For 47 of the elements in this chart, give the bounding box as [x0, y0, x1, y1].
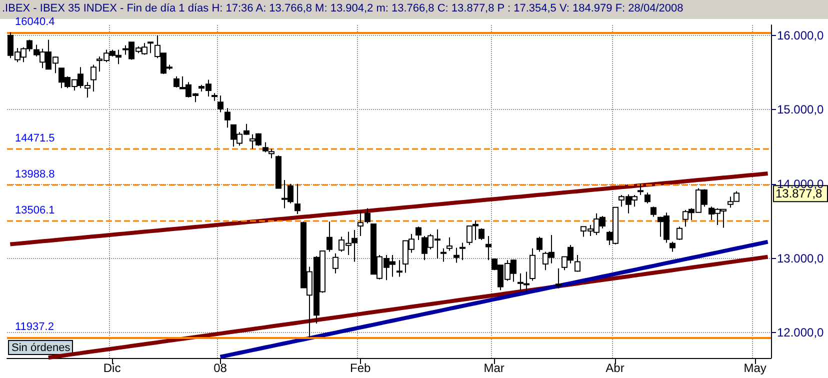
candlestick — [416, 226, 422, 241]
y-tick-label: 16.000,0 — [777, 28, 824, 42]
line-series — [8, 172, 770, 246]
candlestick — [478, 228, 484, 241]
candlestick — [460, 242, 466, 261]
y-tick-label: 12.000,0 — [777, 326, 824, 340]
ref-line-label: 11937.2 — [15, 320, 54, 333]
y-tick-label: 15.000,0 — [777, 102, 824, 117]
candlestick — [174, 76, 180, 88]
candlestick — [440, 248, 446, 262]
x-tick-label: May — [744, 361, 766, 375]
candlestick — [224, 108, 230, 128]
candlestick — [218, 94, 224, 113]
candlestick — [352, 230, 358, 262]
candlestick — [486, 236, 492, 261]
x-tick-label: Dic — [103, 361, 121, 375]
chart-title: .IBEX - IBEX 35 INDEX - Fin de día 1 días H: 17:36 A: 13.766,8 M: 13.904,2 m: 13.766,8 C: 13.877,8 P : 17.354,5 V: 184.979 F: 28/04/2008 — [2, 2, 684, 14]
annotation: Sin órdenes — [12, 342, 71, 354]
candlestick — [396, 260, 402, 278]
ref-line-label: 16040.4 — [15, 16, 55, 28]
candlestick — [446, 236, 452, 252]
ref-line-label: 13506.1 — [15, 204, 55, 216]
candlestick — [364, 208, 370, 224]
candlestick — [676, 226, 682, 241]
candlestick — [454, 247, 460, 264]
candlestick — [326, 221, 332, 252]
candlestick — [90, 64, 96, 92]
x-tick-label: Mar — [484, 361, 504, 375]
y-tick-label: 13.000,0 — [777, 251, 824, 266]
candlestick — [644, 192, 650, 204]
candlestick — [530, 248, 536, 282]
line-series — [218, 240, 770, 359]
candlestick — [358, 211, 364, 237]
candlestick — [332, 252, 338, 274]
candlestick — [536, 236, 542, 252]
candlestick — [148, 42, 154, 54]
candlestick — [638, 183, 644, 196]
candlestick — [556, 268, 562, 289]
ref-line-label: 13988.8 — [15, 168, 55, 180]
x-tick-label: Feb — [350, 361, 372, 375]
ref-line-label: 14471.5 — [15, 132, 55, 145]
candlestick — [670, 241, 676, 252]
x-tick-label: Abr — [606, 361, 624, 375]
candlestick — [294, 183, 300, 215]
candlestick — [650, 206, 656, 218]
candlestick — [574, 254, 580, 272]
x-tick-label: 08 — [214, 361, 228, 375]
